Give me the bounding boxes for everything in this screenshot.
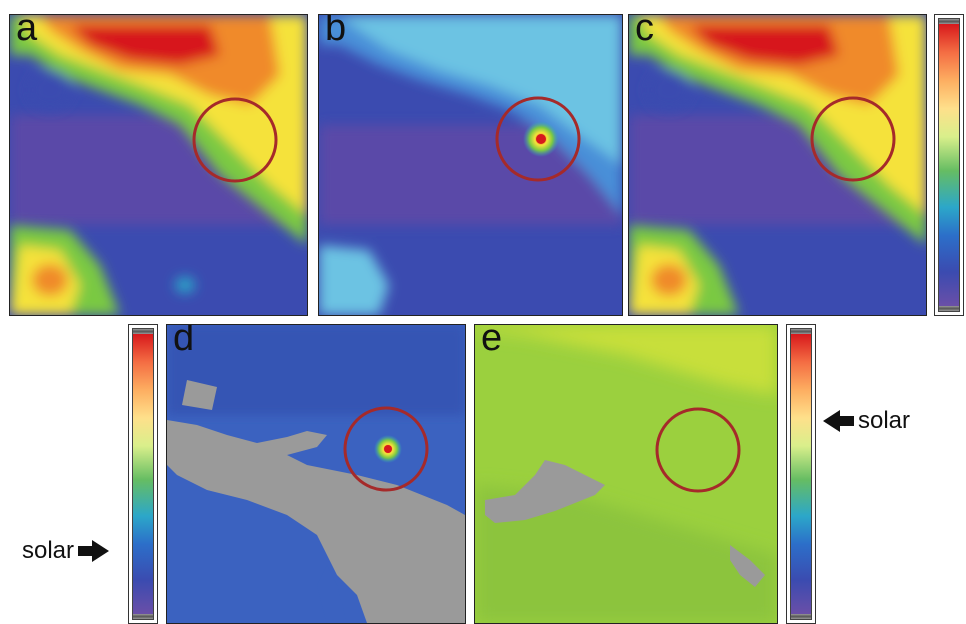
map-panel-d: d — [166, 324, 466, 624]
solar-label-left: solar — [22, 537, 75, 564]
colorbar-bottom-right — [786, 324, 816, 624]
solar-annotation-right: solar — [822, 407, 910, 435]
heatmap-d — [167, 325, 465, 623]
roi-circle — [343, 406, 429, 492]
roi-circle — [810, 96, 896, 182]
colorbar-bottom-left — [128, 324, 158, 624]
roi-circle — [495, 96, 581, 182]
panel-label-d: d — [173, 324, 195, 359]
map-panel-a: a — [9, 14, 308, 316]
colorbar-top-right — [934, 14, 964, 316]
solar-label-right: solar — [858, 407, 911, 434]
heatmap-b — [319, 15, 622, 315]
map-panel-b: b — [318, 14, 623, 316]
roi-circle — [655, 407, 741, 493]
map-panel-c: c — [628, 14, 927, 316]
heatmap-a — [10, 15, 307, 315]
heatmap-c — [629, 15, 926, 315]
panel-label-a: a — [16, 14, 38, 49]
panel-label-c: c — [635, 14, 654, 49]
roi-circle — [192, 97, 278, 183]
panel-label-e: e — [481, 324, 503, 359]
map-panel-e: e — [474, 324, 778, 624]
solar-annotation-left: solar — [22, 537, 110, 565]
heatmap-e — [475, 325, 777, 623]
left-arrow-icon — [823, 410, 854, 432]
panel-label-b: b — [325, 14, 347, 49]
right-arrow-icon — [78, 540, 110, 562]
